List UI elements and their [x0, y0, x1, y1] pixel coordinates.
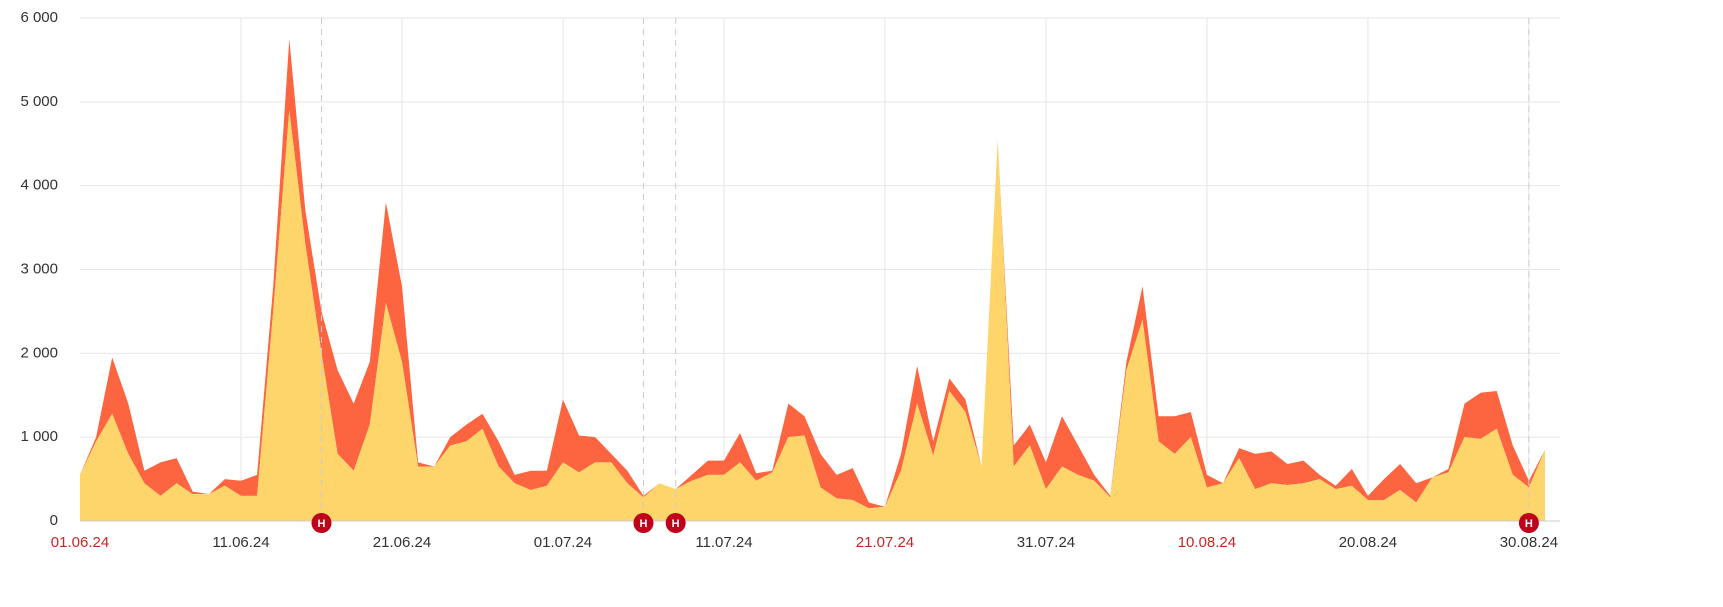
x-tick-label: 10.08.24 — [1178, 534, 1236, 551]
x-tick-label: 11.07.24 — [695, 534, 752, 551]
y-tick-label: 1 000 — [20, 428, 58, 445]
marker — [1518, 513, 1539, 533]
y-tick-label: 5 000 — [20, 93, 58, 110]
y-tick-label: 6 000 — [20, 9, 58, 26]
x-tick-label: 21.07.24 — [856, 534, 914, 551]
x-tick-label: 31.07.24 — [1017, 534, 1075, 551]
x-tick-label: 11.06.24 — [212, 534, 269, 551]
marker — [633, 513, 654, 533]
marker-label: H — [639, 518, 647, 530]
y-tick-label: 3 000 — [20, 260, 58, 277]
marker — [311, 513, 332, 533]
y-tick-label: 2 000 — [20, 344, 58, 361]
marker-label: H — [318, 518, 326, 530]
x-tick-label: 20.08.24 — [1339, 534, 1397, 551]
marker — [665, 513, 686, 533]
marker-label: H — [672, 518, 680, 530]
y-tick-label: 4 000 — [20, 177, 58, 194]
x-tick-label: 21.06.24 — [373, 534, 431, 551]
x-tick-label: 01.07.24 — [534, 534, 592, 551]
x-tick-label: 30.08.24 — [1500, 534, 1558, 551]
y-tick-label: 0 — [50, 512, 58, 529]
x-tick-label: 01.06.24 — [51, 534, 109, 551]
marker-label: H — [1525, 518, 1533, 530]
